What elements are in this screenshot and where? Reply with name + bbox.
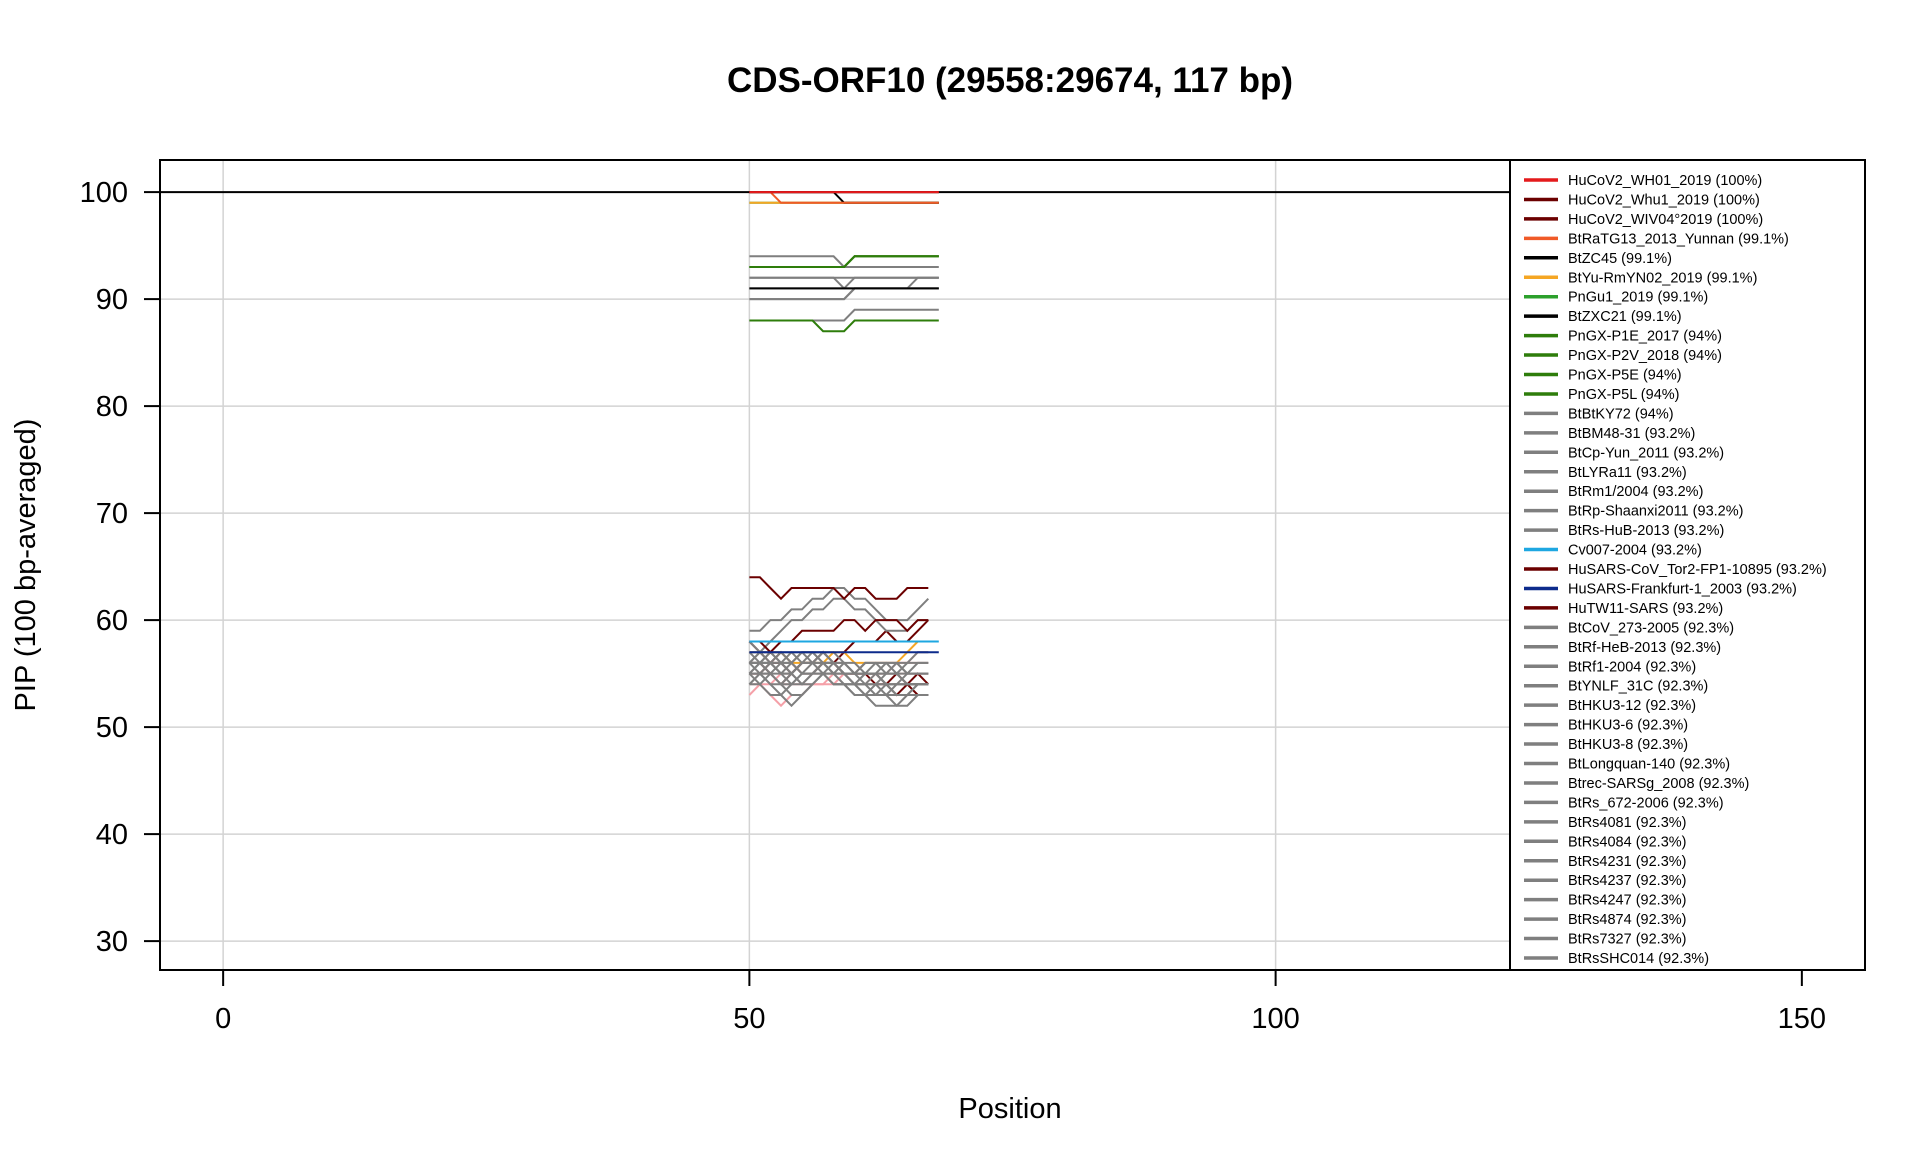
legend-entry: BtRs7327 (92.3%) [1568,932,1686,948]
legend-entry: BtRs4247 (92.3%) [1568,893,1686,909]
legend-entry: BtRsSHC014 (92.3%) [1568,951,1709,967]
series-line [749,661,929,686]
chart-title: CDS-ORF10 (29558:29674, 117 bp) [727,61,1293,100]
y-axis: 30 40 50 60 70 80 90 100 [80,177,160,958]
legend: HuCoV2_WH01_2019 (100%) HuCoV2_Whu1_2019 … [1509,159,1866,971]
legend-entry: BtHKU3-12 (92.3%) [1568,698,1696,714]
legend-entry: Cv007-2004 (93.2%) [1568,543,1702,559]
legend-entry: BtRs4231 (92.3%) [1568,854,1686,870]
legend-entry: BtRf-HeB-2013 (92.3%) [1568,640,1721,656]
legend-entry: BtRs4081 (92.3%) [1568,815,1686,831]
x-axis: 0 50 100 150 [215,970,1826,1035]
legend-entry: BtCoV_273-2005 (92.3%) [1568,620,1734,636]
y-tick-label: 60 [96,605,128,637]
legend-entry: BtLYRa11 (93.2%) [1568,465,1687,481]
legend-entry: BtRf1-2004 (92.3%) [1568,659,1696,675]
legend-box [1509,159,1866,971]
legend-entry: PnGX-P2V_2018 (94%) [1568,348,1722,364]
y-axis-label: PIP (100 bp-averaged) [10,419,42,712]
legend-entry: HuCoV2_WH01_2019 (100%) [1568,173,1762,189]
y-tick-label: 30 [96,926,128,958]
legend-entry: BtZXC21 (99.1%) [1568,309,1682,325]
legend-entry: HuSARS-Frankfurt-1_2003 (93.2%) [1568,581,1797,597]
legend-entry: BtBM48-31 (93.2%) [1568,426,1695,442]
legend-entry: HuSARS-CoV_Tor2-FP1-10895 (93.2%) [1568,562,1827,578]
x-tick-label: 0 [215,1003,231,1035]
series-line [749,650,929,686]
series-line [749,255,939,268]
legend-entry: PnGu1_2019 (99.1%) [1568,290,1708,306]
legend-entry: BtRs-HuB-2013 (93.2%) [1568,523,1724,539]
series-lines [748,191,939,708]
legend-entry: BtHKU3-8 (92.3%) [1568,737,1688,753]
legend-entry: HuCoV2_WIV04°2019 (100%) [1568,212,1763,228]
legend-entry: BtRaTG13_2013_Yunnan (99.1%) [1568,231,1789,247]
legend-entry: BtCp-Yun_2011 (93.2%) [1568,445,1724,461]
y-tick-label: 90 [96,284,128,316]
x-axis-label: Position [958,1093,1061,1125]
legend-entry: HuCoV2_Whu1_2019 (100%) [1568,192,1760,208]
series-line [748,672,929,707]
legend-entry: BtYNLF_31C (92.3%) [1568,679,1708,695]
series-line [749,587,930,632]
legend-entry: PnGX-P5E (94%) [1568,368,1682,384]
x-tick-label: 50 [733,1003,765,1035]
y-tick-label: 70 [96,498,128,530]
series-line [748,661,929,708]
series-line [749,576,929,601]
series-line [749,319,939,333]
legend-entry: BtRm1/2004 (93.2%) [1568,484,1703,500]
series-line [748,597,929,654]
y-tick-label: 40 [96,819,128,851]
legend-entry: BtBtKY72 (94%) [1568,406,1674,422]
legend-entry: BtRs4084 (92.3%) [1568,834,1686,850]
legend-entry: BtLongquan-140 (92.3%) [1568,757,1730,773]
x-tick-label: 100 [1251,1003,1299,1035]
legend-entry: PnGX-P5L (94%) [1568,387,1679,403]
y-tick-label: 100 [80,177,128,209]
x-tick-label: 150 [1778,1003,1826,1035]
y-tick-label: 50 [96,712,128,744]
series-line [749,619,929,654]
legend-entry: BtRp-Shaanxi2011 (93.2%) [1568,504,1743,520]
legend-entry: Btrec-SARSg_2008 (92.3%) [1568,776,1749,792]
legend-entry: BtZC45 (99.1%) [1568,251,1672,267]
legend-entry: BtHKU3-6 (92.3%) [1568,718,1688,734]
legend-entry: HuTW11-SARS (93.2%) [1568,601,1723,617]
legend-entry: PnGX-P1E_2017 (94%) [1568,329,1722,345]
legend-entry: BtRs_672-2006 (92.3%) [1568,795,1724,811]
legend-entry: BtRs4874 (92.3%) [1568,912,1686,928]
legend-entry: BtYu-RmYN02_2019 (99.1%) [1568,270,1757,286]
y-tick-label: 80 [96,391,128,423]
legend-entry: BtRs4237 (92.3%) [1568,873,1686,889]
